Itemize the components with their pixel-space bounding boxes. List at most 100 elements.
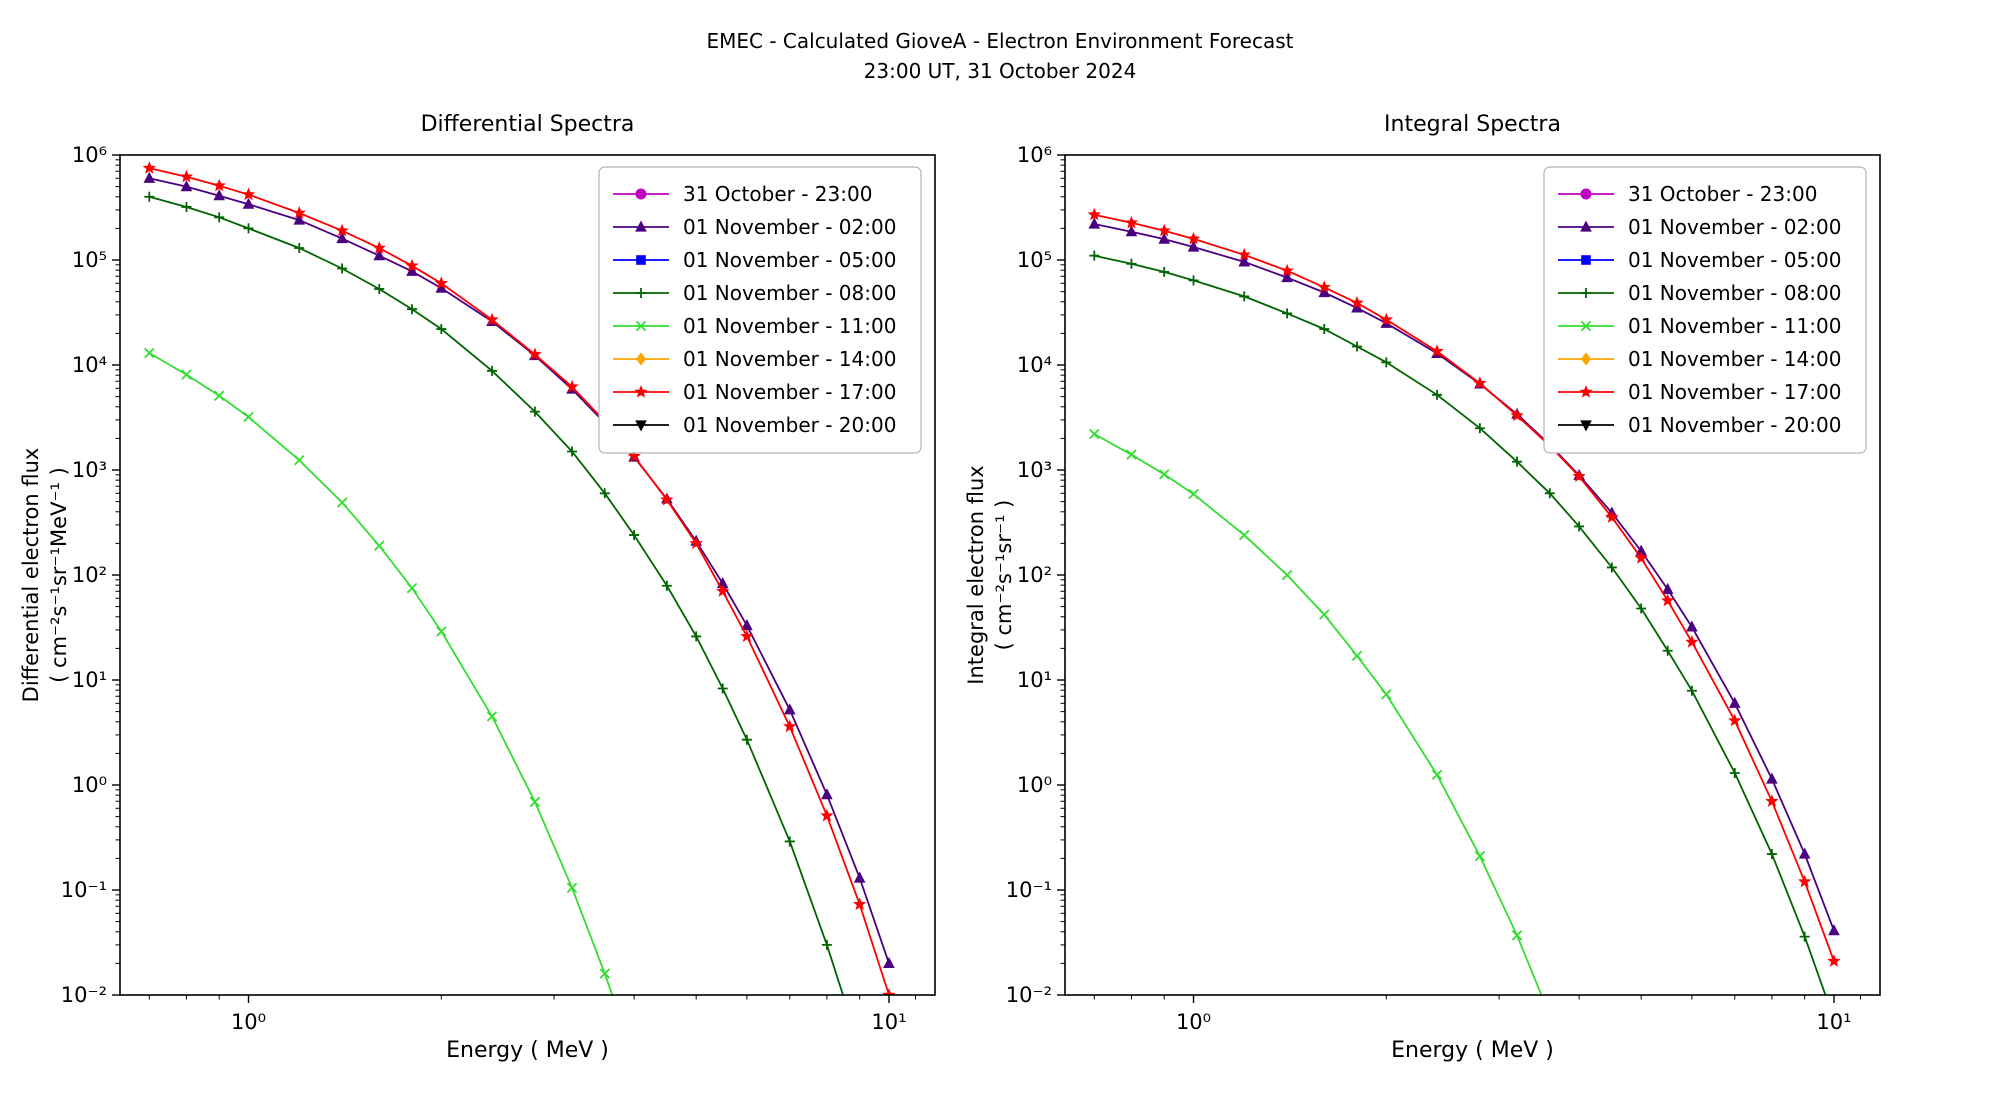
plus-marker-icon (821, 939, 832, 950)
x-tick-label: 10¹ (1816, 1010, 1851, 1034)
star-marker-icon (1798, 874, 1812, 888)
legend-label: 31 October - 23:00 (683, 182, 872, 206)
legend-label: 01 November - 17:00 (683, 380, 896, 404)
triangle-up-marker-icon (213, 189, 226, 201)
y-tick-label: 10⁻² (1006, 983, 1052, 1007)
triangle-up-marker-icon (883, 956, 895, 968)
plus-marker-icon (1188, 275, 1199, 286)
triangle-up-marker-icon (1238, 255, 1251, 267)
series-line (148, 352, 614, 995)
diamond-marker-icon (1581, 352, 1591, 366)
triangle-up-marker-icon (741, 619, 753, 631)
triangle-up-marker-icon (1766, 772, 1778, 784)
star-marker-icon (1280, 263, 1294, 277)
plus-marker-icon (1512, 456, 1523, 467)
star-marker-icon (660, 492, 674, 506)
y-axis-label-line1: Differential electron flux (19, 447, 43, 703)
x-marker-icon (1188, 488, 1199, 500)
x-marker-icon (635, 320, 647, 332)
legend-label: 01 November - 14:00 (1628, 347, 1841, 371)
plus-marker-icon (436, 324, 447, 335)
triangle-up-marker-icon (1187, 240, 1200, 252)
x-marker-icon (1126, 449, 1137, 460)
star-marker-icon (1605, 510, 1619, 523)
plus-marker-icon (1159, 266, 1170, 277)
star-marker-icon (716, 584, 730, 597)
plus-marker-icon (1574, 521, 1585, 532)
star-marker-icon (1661, 593, 1675, 607)
x-marker-icon (566, 882, 578, 894)
plus-marker-icon (1474, 423, 1485, 434)
triangle-up-marker-icon (406, 264, 418, 276)
star-marker-icon (1237, 247, 1251, 261)
y-axis-label-line2: ( cm⁻²s⁻¹sr⁻¹ ) (992, 499, 1016, 651)
plus-marker-icon (1089, 250, 1100, 261)
star-marker-icon (740, 629, 754, 643)
legend-item: 01 November - 17:00 (613, 380, 896, 404)
legend: 31 October - 23:00 01 November - 02:00 01 … (1543, 166, 1867, 454)
star-marker-icon (882, 988, 896, 995)
triangle-up-marker-icon (1125, 225, 1138, 237)
plus-marker-icon (567, 446, 578, 457)
plus-marker-icon (1766, 849, 1777, 860)
plus-marker-icon (214, 212, 225, 223)
star-marker-icon (1124, 215, 1139, 229)
star-marker-icon (1728, 713, 1742, 727)
x-marker-icon (336, 497, 348, 508)
figure-title: EMEC - Calculated GioveA - Electron Envi… (0, 26, 2000, 86)
plus-marker-icon (1662, 645, 1673, 656)
x-marker-icon (181, 369, 192, 380)
x-axis-ticks: 10⁰ 10¹ (1093, 995, 1861, 1034)
square-marker-icon (1581, 255, 1591, 265)
x-marker-icon (406, 582, 418, 594)
plus-marker-icon (243, 223, 254, 234)
differential-spectra-chart: 10⁰ 10¹ 10⁻² 10⁻¹ 10⁰ 10¹ 10² 10³ 10⁴ 10⁵ 10⁶ 31 Oc… (61, 143, 936, 1034)
y-tick-label: 10⁴ (1017, 353, 1052, 377)
series-line (1094, 213, 1835, 962)
triangle-up-marker-icon (635, 220, 647, 232)
triangle-up-marker-icon (1580, 220, 1592, 232)
x-marker-icon (1545, 1011, 1554, 1020)
legend-box (598, 166, 922, 454)
x-marker-icon (1511, 930, 1523, 941)
plus-marker-icon (636, 288, 646, 298)
triangle-up-marker-icon (180, 180, 193, 192)
figure-title-line1: EMEC - Calculated GioveA - Electron Envi… (706, 29, 1294, 53)
legend-label: 31 October - 23:00 (1628, 182, 1817, 206)
y-tick-label: 10⁻¹ (61, 878, 107, 902)
star-marker-icon (1087, 207, 1101, 221)
star-marker-icon (372, 241, 386, 254)
x-axis-label-integral: Energy ( MeV ) (1391, 1038, 1554, 1063)
plus-marker-icon (487, 365, 498, 376)
y-axis-label-differential: Differential electron flux ( cm⁻²s⁻¹sr⁻¹… (17, 325, 75, 825)
legend-label: 01 November - 20:00 (1628, 413, 1841, 437)
x-axis-label-differential: Energy ( MeV ) (446, 1038, 609, 1063)
legend-item: 01 November - 14:00 (613, 347, 896, 371)
star-marker-icon (212, 178, 226, 192)
x-marker-icon (293, 454, 305, 466)
x-marker-icon (1580, 320, 1592, 332)
x-marker-icon (1281, 569, 1293, 581)
x-marker-icon (1351, 650, 1363, 662)
legend-label: 01 November - 20:00 (683, 413, 896, 437)
star-marker-icon (1473, 376, 1487, 389)
x-marker-icon (1319, 609, 1330, 620)
legend-item: 01 November - 20:00 (1558, 413, 1841, 437)
x-marker-icon (374, 540, 385, 551)
y-axis-ticks: 10⁻² 10⁻¹ 10⁰ 10¹ 10² 10³ 10⁴ 10⁵ 10⁶ (1006, 143, 1065, 1007)
series-line (149, 167, 890, 995)
triangle-up-marker-icon (1158, 232, 1171, 244)
star-marker-icon (1572, 469, 1586, 483)
plus-marker-icon (144, 191, 155, 202)
star-marker-icon (292, 206, 306, 219)
plus-marker-icon (337, 263, 348, 274)
plus-marker-icon (629, 530, 640, 541)
y-tick-label: 10³ (1017, 458, 1052, 482)
x-marker-icon (1474, 850, 1486, 862)
x-marker-icon (1158, 469, 1170, 480)
subplot-integral: 10⁰ 10¹ 10⁻² 10⁻¹ 10⁰ 10¹ 10² 10³ 10⁴ 10⁵ 10⁶ 31 Oc… (955, 100, 1905, 1100)
series-line (1093, 433, 1543, 995)
legend-label: 01 November - 05:00 (1628, 248, 1841, 272)
plus-marker-icon (1544, 488, 1555, 499)
legend-item: 01 November - 17:00 (1558, 380, 1841, 404)
